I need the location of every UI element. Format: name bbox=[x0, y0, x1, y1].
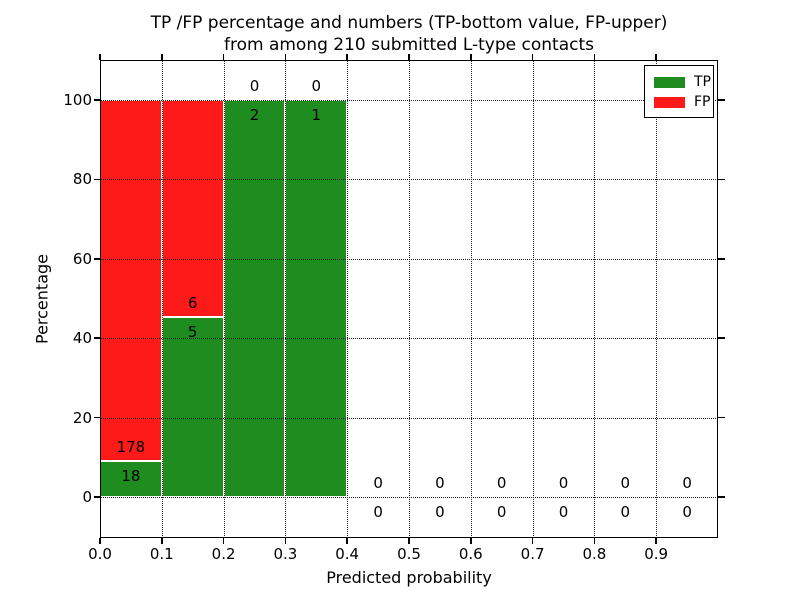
y-tick-right bbox=[718, 99, 725, 101]
y-tick-right bbox=[718, 258, 725, 260]
y-tick-right bbox=[718, 416, 725, 419]
y-tick-left bbox=[93, 258, 100, 260]
x-tick-label: 0.7 bbox=[520, 545, 545, 563]
x-tick-bottom bbox=[222, 538, 225, 544]
bar-segment-fp bbox=[100, 99, 162, 461]
legend-label: FP bbox=[694, 94, 711, 110]
bar-count-fp: 0 bbox=[682, 473, 692, 492]
bar-count-fp: 0 bbox=[373, 473, 383, 492]
x-tick-bottom bbox=[284, 538, 287, 544]
legend-swatch-tp bbox=[654, 76, 685, 88]
bar-count-tp: 0 bbox=[682, 502, 692, 521]
gridline-vertical bbox=[409, 60, 410, 538]
gridline-horizontal bbox=[100, 496, 718, 498]
y-tick-left bbox=[93, 178, 100, 181]
legend-swatch-fp bbox=[654, 96, 685, 108]
y-tick-label: 40 bbox=[72, 329, 92, 348]
x-tick-bottom bbox=[99, 538, 101, 544]
bar-count-tp: 0 bbox=[558, 502, 569, 521]
gridline-vertical bbox=[532, 60, 534, 538]
x-tick-top bbox=[161, 54, 163, 60]
x-tick-label: 0.3 bbox=[273, 545, 298, 563]
bar-count-tp: 5 bbox=[187, 322, 198, 341]
legend-item-fp: FP bbox=[654, 92, 713, 112]
bar-count-fp: 0 bbox=[249, 76, 260, 95]
bar-count-tp: 2 bbox=[249, 105, 260, 124]
x-tick-label: 0.2 bbox=[211, 545, 236, 563]
x-tick-label: 0.4 bbox=[335, 545, 360, 563]
x-axis-label: Predicted probability bbox=[326, 568, 492, 587]
chart-title-line2: from among 210 submitted L-type contacts bbox=[223, 35, 594, 55]
y-tick-label: 20 bbox=[72, 408, 92, 427]
x-tick-top bbox=[655, 54, 657, 60]
y-tick-left bbox=[93, 496, 100, 498]
legend-item-tp: TP bbox=[654, 72, 713, 92]
bar-segment-fp bbox=[161, 99, 224, 317]
bar-count-tp: 0 bbox=[496, 502, 507, 521]
bar-count-tp: 1 bbox=[311, 105, 322, 124]
x-tick-label: 0.6 bbox=[458, 545, 483, 563]
y-axis-label: Percentage bbox=[32, 253, 52, 345]
y-tick-right bbox=[718, 496, 725, 498]
x-tick-bottom bbox=[408, 538, 410, 544]
x-tick-top bbox=[531, 54, 534, 60]
x-tick-top bbox=[99, 54, 101, 60]
x-tick-top bbox=[346, 54, 348, 60]
bar-count-tp: 0 bbox=[620, 502, 631, 521]
bar-count-fp: 0 bbox=[620, 473, 631, 492]
plot-area: TP FP 178 18 6 5 0 2 0 1 0 0 0 0 0 0 0 0 0 0 0 0 0.0 0.1 0.2 0.3… bbox=[63, 54, 725, 562]
y-tick-label: 100 bbox=[63, 90, 92, 109]
y-tick-right bbox=[718, 337, 725, 339]
x-tick-top bbox=[593, 54, 596, 60]
x-tick-bottom bbox=[655, 538, 657, 544]
bar-count-tp: 18 bbox=[121, 466, 141, 485]
x-tick-bottom bbox=[593, 538, 596, 544]
chart-title-line1: TP /FP percentage and numbers (TP-bottom… bbox=[150, 13, 668, 33]
legend-label: TP bbox=[694, 74, 711, 90]
x-tick-label: 0.9 bbox=[644, 545, 669, 563]
x-tick-top bbox=[222, 54, 225, 60]
x-tick-label: 0.8 bbox=[582, 545, 607, 563]
bar-count-tp: 0 bbox=[435, 502, 445, 521]
y-tick-left bbox=[93, 337, 100, 339]
bar-segment-tp bbox=[161, 316, 224, 497]
y-tick-label: 60 bbox=[72, 249, 92, 268]
x-tick-bottom bbox=[531, 538, 534, 544]
bar-count-fp: 0 bbox=[435, 473, 445, 492]
x-tick-label: 0.1 bbox=[149, 545, 174, 563]
bar-segment-tp bbox=[285, 99, 348, 497]
gridline-vertical bbox=[470, 60, 472, 538]
y-tick-left bbox=[93, 416, 100, 419]
x-tick-bottom bbox=[346, 538, 348, 544]
y-tick-right bbox=[718, 178, 725, 181]
x-tick-label: 0.5 bbox=[397, 545, 421, 563]
x-tick-label: 0.0 bbox=[88, 545, 112, 563]
y-tick-label: 80 bbox=[72, 170, 92, 189]
gridline-vertical bbox=[594, 60, 596, 538]
y-tick-label: 0 bbox=[82, 487, 92, 506]
bar-count-fp: 0 bbox=[311, 76, 322, 95]
x-tick-bottom bbox=[161, 538, 163, 544]
y-tick-left bbox=[93, 99, 100, 101]
x-tick-top bbox=[408, 54, 410, 60]
bar-segment-tp bbox=[223, 99, 286, 497]
x-tick-top bbox=[470, 54, 472, 60]
gridline-vertical bbox=[656, 60, 658, 538]
bar-count-fp: 178 bbox=[116, 437, 146, 456]
bar-count-tp: 0 bbox=[373, 502, 383, 521]
bar-count-fp: 0 bbox=[496, 473, 507, 492]
x-tick-top bbox=[284, 54, 287, 60]
x-tick-bottom bbox=[470, 538, 472, 544]
bar-count-fp: 0 bbox=[558, 473, 569, 492]
bar-count-fp: 6 bbox=[187, 293, 198, 312]
legend: TP FP bbox=[644, 65, 714, 118]
chart-title: TP /FP percentage and numbers (TP-bottom… bbox=[100, 12, 718, 56]
gridline-vertical bbox=[347, 60, 349, 538]
